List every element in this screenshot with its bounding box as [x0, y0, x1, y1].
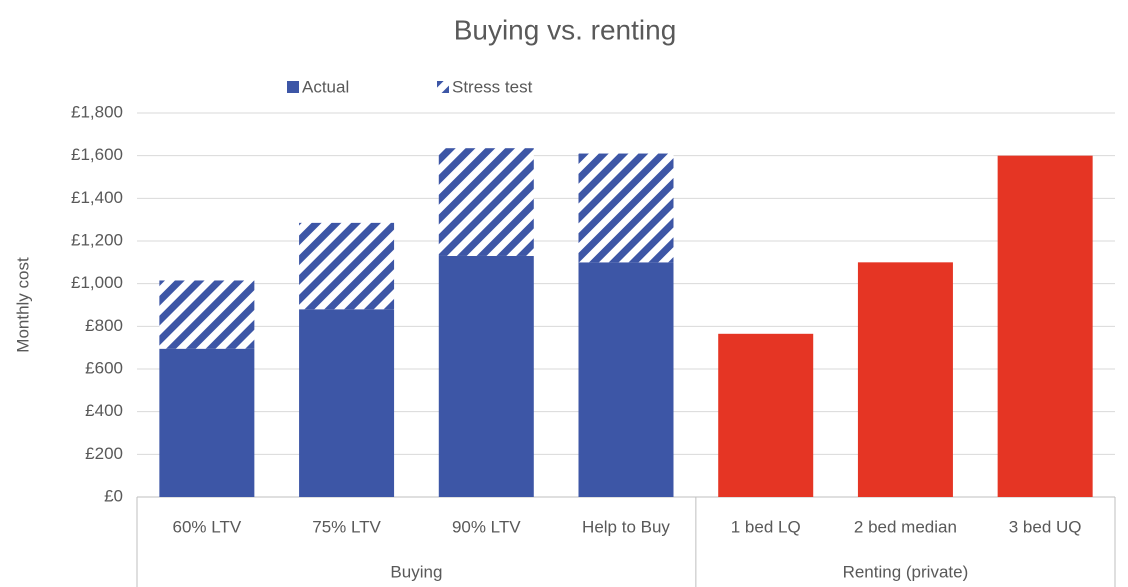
x-tick-label: 75% LTV — [312, 517, 381, 536]
chart-title: Buying vs. renting — [454, 14, 677, 45]
bar-segment — [299, 309, 395, 497]
bar-segment — [438, 255, 534, 497]
y-tick-label: £1,000 — [71, 273, 123, 292]
legend-swatch — [437, 81, 449, 93]
bar-segment — [718, 333, 814, 497]
bar-segment — [159, 280, 255, 349]
bar-segment — [159, 348, 255, 497]
y-tick-label: £1,800 — [71, 102, 123, 121]
y-tick-label: £0 — [104, 486, 123, 505]
y-tick-label: £1,600 — [71, 145, 123, 164]
legend-label: Actual — [302, 77, 349, 96]
bar-segment — [438, 148, 534, 256]
group-label: Renting (private) — [843, 562, 969, 581]
x-tick-label: 1 bed LQ — [731, 517, 801, 536]
y-tick-label: £800 — [85, 316, 123, 335]
y-tick-label: £400 — [85, 401, 123, 420]
y-tick-label: £1,200 — [71, 230, 123, 249]
legend-swatch — [287, 81, 299, 93]
x-tick-label: Help to Buy — [582, 517, 670, 536]
y-tick-label: £600 — [85, 358, 123, 377]
bar-segment — [857, 262, 953, 497]
y-axis-label: Monthly cost — [13, 257, 32, 353]
y-tick-label: £200 — [85, 444, 123, 463]
y-tick-label: £1,400 — [71, 188, 123, 207]
bar-segment — [299, 222, 395, 310]
legend-label: Stress test — [452, 77, 533, 96]
x-tick-label: 90% LTV — [452, 517, 521, 536]
x-tick-label: 3 bed UQ — [1009, 517, 1082, 536]
bar-segment — [578, 262, 674, 497]
group-label: Buying — [390, 562, 442, 581]
bar-segment — [997, 155, 1093, 497]
bar-segment — [578, 153, 674, 263]
x-tick-label: 60% LTV — [173, 517, 242, 536]
x-tick-label: 2 bed median — [854, 517, 957, 536]
